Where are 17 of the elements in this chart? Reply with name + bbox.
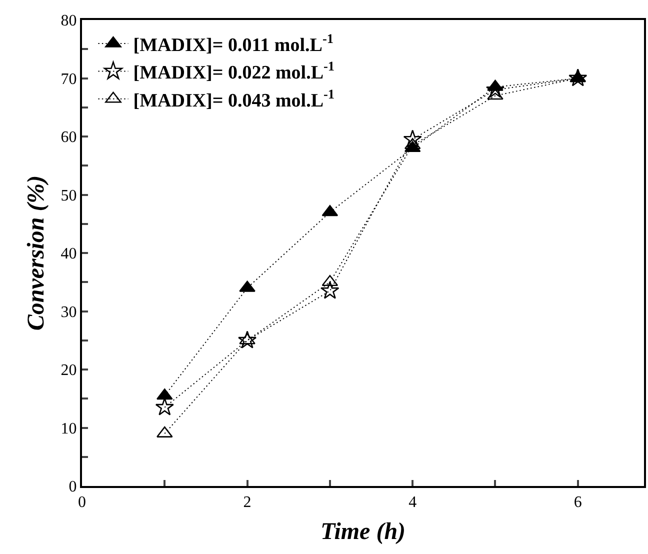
- y-tick-label: 60: [60, 129, 77, 146]
- y-tick-label: 80: [60, 12, 77, 30]
- x-axis-title: Time (h): [320, 519, 406, 545]
- y-tick-label: 0: [68, 478, 77, 496]
- y-tick-label: 30: [60, 304, 77, 321]
- y-tick-label: 20: [60, 362, 77, 380]
- x-tick-label: 2: [243, 494, 252, 512]
- x-tick-label: 4: [408, 494, 417, 512]
- y-axis-title: Conversion (%): [23, 175, 50, 331]
- y-tick-label: 70: [60, 70, 77, 88]
- x-tick-label: 6: [574, 494, 582, 512]
- legend-label: [MADIX]= 0.043 mol.L$^{-1}$: [133, 86, 335, 112]
- y-tick-label: 50: [60, 187, 77, 204]
- legend-label: [MADIX]= 0.022 mol.L$^{-1}$: [133, 58, 335, 84]
- y-tick-label: 40: [60, 246, 77, 263]
- y-tick-label: 10: [60, 420, 77, 438]
- legend-label: [MADIX]= 0.011 mol.L$^{-1}$: [133, 30, 334, 56]
